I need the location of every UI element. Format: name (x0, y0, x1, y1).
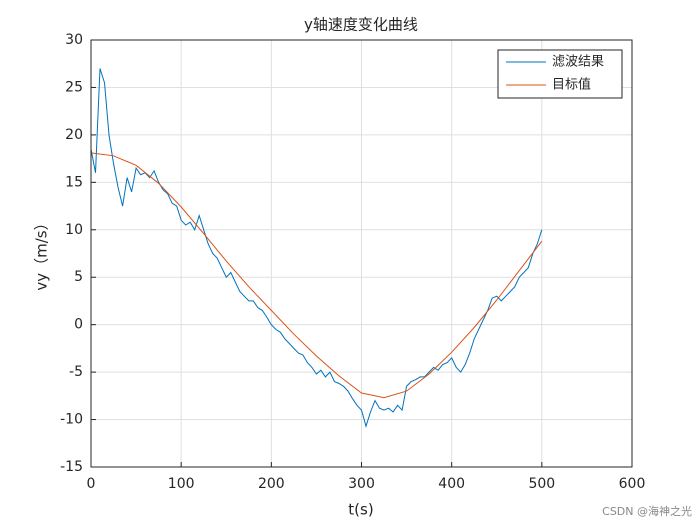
y-tick-label: 20 (65, 127, 83, 143)
x-tick-label: 100 (168, 476, 195, 492)
series-line (90, 68, 543, 428)
y-axis-label: vy（m/s） (33, 215, 51, 290)
chart-title: y轴速度变化曲线 (304, 16, 418, 34)
x-axis-label: t(s) (348, 501, 373, 519)
y-tick-label: 25 (65, 79, 83, 95)
y-tick-label: -5 (69, 364, 83, 380)
y-tick-label: 10 (65, 222, 83, 238)
x-tick-label: 0 (87, 476, 96, 492)
y-tick-label: 0 (74, 317, 83, 333)
axes-box (90, 39, 633, 468)
x-tick-label: 200 (258, 476, 285, 492)
legend-label: 滤波结果 (552, 55, 604, 70)
y-tick-label: -15 (60, 459, 83, 475)
y-tick-label: 5 (74, 269, 83, 285)
legend-box (497, 49, 623, 99)
y-tick-label: 15 (65, 174, 83, 190)
legend-label: 目标值 (552, 77, 591, 93)
x-tick-label: 600 (619, 476, 646, 492)
y-tick-label: -10 (60, 412, 83, 428)
x-tick-label: 300 (348, 476, 375, 492)
x-tick-label: 400 (438, 476, 465, 492)
y-tick-label: 30 (65, 32, 83, 48)
series-line (90, 152, 543, 399)
watermark: CSDN @海神之光 (602, 504, 692, 518)
x-tick-label: 500 (528, 476, 555, 492)
